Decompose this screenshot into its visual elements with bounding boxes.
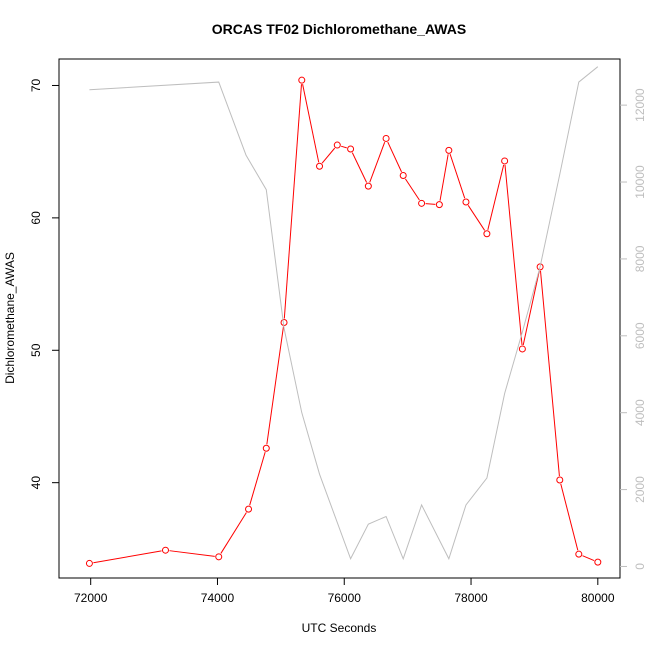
series-0-point-23: [594, 558, 602, 566]
series-0-segment-1: [169, 550, 215, 557]
series-0-point-6: [298, 76, 306, 84]
series-0-point-15: [445, 146, 453, 154]
series-0-point-1: [161, 546, 169, 554]
y2-tick-label-6: 12000: [633, 88, 647, 122]
series-0-segment-4: [266, 326, 284, 445]
series-0-segment-22: [582, 555, 595, 562]
series-0-segment-11: [387, 141, 402, 173]
series-0-segment-14: [439, 154, 449, 201]
series-0-point-16: [462, 198, 470, 206]
series-0-segment-19: [522, 270, 540, 346]
series-0-point-21: [556, 476, 564, 484]
series-0-segment-8: [340, 145, 347, 149]
series-0-segment-21: [560, 483, 579, 551]
series-0-point-3: [245, 505, 253, 513]
series-0-segment-16: [467, 205, 486, 231]
series-0-point-22: [575, 550, 583, 558]
series-1-line: [89, 66, 599, 561]
y2-tick-label-4: 8000: [633, 245, 647, 272]
series-0-segment-5: [283, 84, 302, 319]
series-0-point-10: [364, 182, 372, 190]
series-0-point-20: [536, 263, 544, 271]
chart-marks: 72000 74000 76000 78000 80000 40 50 60 70 0 2000 40…: [29, 66, 647, 605]
series-0-segment-15: [449, 153, 466, 199]
x-tick-label-2: 76000: [328, 591, 362, 605]
y2-tick-label-3: 6000: [633, 322, 647, 349]
x-tick-label-4: 80000: [581, 591, 615, 605]
y2-tick-label-2: 4000: [633, 399, 647, 426]
series-0-point-7: [316, 162, 324, 170]
series-0-point-4: [262, 444, 270, 452]
series-0-point-11: [382, 134, 390, 142]
series-0-point-14: [435, 201, 443, 209]
y2-tick-label-5: 10000: [633, 165, 647, 199]
series-0-segment-17: [487, 164, 505, 230]
x-tick-label-0: 72000: [74, 591, 108, 605]
series-0-point-8: [333, 141, 341, 149]
x-axis-label: UTC Seconds: [302, 621, 377, 635]
series-0-point-13: [418, 199, 426, 207]
y-axis-label: Dichloromethane_AWAS: [3, 252, 17, 384]
series-0-segment-2: [220, 512, 247, 554]
series-0-point-17: [483, 230, 491, 238]
y-tick-label-2: 60: [29, 211, 43, 225]
series-0-segment-18: [504, 164, 523, 346]
series-0-segment-3: [249, 451, 266, 506]
series-0-point-19: [518, 345, 526, 353]
series-0-point-9: [347, 145, 355, 153]
series-0-segment-0: [93, 550, 162, 564]
plot-frame: [58, 58, 621, 579]
chart-title: ORCAS TF02 Dichloromethane_AWAS: [212, 21, 466, 37]
y-tick-label-1: 50: [29, 343, 43, 357]
y2-tick-label-0: 0: [633, 563, 647, 570]
series-0-segment-13: [425, 203, 436, 205]
y2-tick-label-1: 2000: [633, 476, 647, 503]
series-0-point-18: [501, 157, 509, 165]
y-tick-label-0: 40: [29, 476, 43, 490]
series-0-segment-9: [351, 152, 368, 183]
series-0-segment-12: [404, 178, 420, 201]
series-0-point-12: [399, 172, 407, 180]
y-tick-label-3: 70: [29, 78, 43, 92]
series-0-segment-7: [321, 147, 336, 164]
x-tick-label-1: 74000: [201, 591, 235, 605]
x-tick-label-3: 78000: [454, 591, 488, 605]
series-0-segment-10: [369, 142, 386, 183]
series-0-segment-6: [302, 84, 320, 163]
series-0-point-0: [85, 559, 93, 567]
series-0-point-2: [215, 553, 223, 561]
series-0-segment-20: [539, 270, 560, 477]
